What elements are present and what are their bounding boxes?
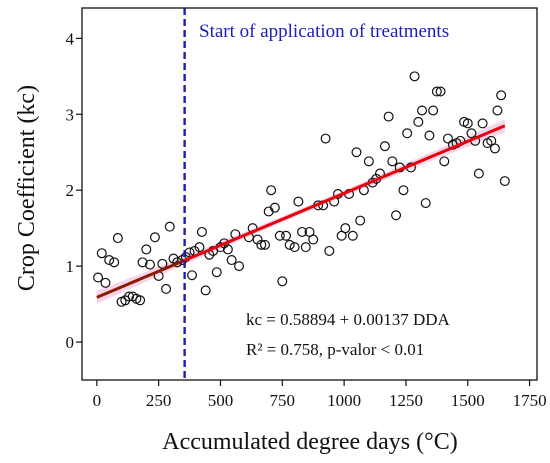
x-tick-label: 750 xyxy=(270,391,296,410)
data-point xyxy=(135,295,146,306)
data-points-layer xyxy=(93,71,510,307)
regression-stats: R² = 0.758, p-valor < 0.01 xyxy=(246,340,424,359)
data-point xyxy=(269,202,280,213)
data-point xyxy=(413,116,424,127)
data-point xyxy=(104,255,115,266)
y-tick-label: 3 xyxy=(66,105,75,124)
data-point xyxy=(320,133,331,144)
data-point xyxy=(420,198,431,209)
data-point xyxy=(409,71,420,82)
data-point xyxy=(387,156,398,167)
regression-equation: kc = 0.58894 + 0.00137 DDA xyxy=(246,310,451,329)
data-point xyxy=(297,226,308,237)
data-point xyxy=(194,242,205,253)
y-tick-label: 0 xyxy=(66,333,75,352)
data-point xyxy=(266,185,277,196)
data-point xyxy=(112,233,123,244)
treatment-label: Start of application of treatments xyxy=(199,21,449,42)
data-point xyxy=(324,245,335,256)
data-point xyxy=(259,239,270,250)
data-point xyxy=(149,232,160,243)
data-point xyxy=(196,226,207,237)
x-tick-label: 250 xyxy=(146,391,172,410)
data-point xyxy=(277,276,288,287)
data-point xyxy=(234,261,245,272)
x-axis-title: Accumulated degree days (°C) xyxy=(162,429,457,455)
regression-line-pre-treatment xyxy=(96,259,186,299)
data-point xyxy=(473,168,484,179)
data-point xyxy=(141,244,152,255)
x-tick-label: 1000 xyxy=(327,391,361,410)
x-tick-label: 1250 xyxy=(389,391,423,410)
data-point xyxy=(402,128,413,139)
data-point xyxy=(492,105,503,116)
data-point xyxy=(347,230,358,241)
data-point xyxy=(383,111,394,122)
data-point xyxy=(289,242,300,253)
x-tick-label: 0 xyxy=(93,391,102,410)
data-point xyxy=(355,215,366,226)
data-point xyxy=(252,234,263,245)
data-point xyxy=(211,267,222,278)
y-tick-label: 1 xyxy=(66,257,75,276)
data-point xyxy=(417,105,428,116)
data-point xyxy=(164,221,175,232)
data-point xyxy=(379,141,390,152)
regression-line-layer xyxy=(96,124,506,299)
data-point xyxy=(96,248,107,259)
data-point xyxy=(300,242,311,253)
y-tick-label: 2 xyxy=(66,181,75,200)
data-point xyxy=(428,105,439,116)
data-point xyxy=(308,234,319,245)
data-point xyxy=(100,277,111,288)
data-point xyxy=(161,283,172,294)
data-point xyxy=(222,244,233,255)
data-point xyxy=(391,210,402,221)
data-point xyxy=(137,257,148,268)
data-point xyxy=(351,147,362,158)
data-point xyxy=(363,156,374,167)
data-point xyxy=(93,272,104,283)
plot-frame xyxy=(81,7,538,381)
data-point xyxy=(284,239,295,250)
data-point xyxy=(424,130,435,141)
data-point xyxy=(499,176,510,187)
data-point xyxy=(435,86,446,97)
y-axis-ticks: 0 1 2 3 4 xyxy=(66,29,82,352)
y-axis-title: Crop Coefficient (kc) xyxy=(14,85,40,291)
data-point xyxy=(477,118,488,129)
data-point xyxy=(226,255,237,266)
data-point xyxy=(293,196,304,207)
x-tick-label: 500 xyxy=(208,391,234,410)
data-point xyxy=(187,270,198,281)
data-point xyxy=(340,223,351,234)
data-point xyxy=(489,143,500,154)
data-point xyxy=(123,291,134,302)
data-point xyxy=(145,259,156,270)
data-point xyxy=(462,118,473,129)
data-point xyxy=(200,285,211,296)
data-point xyxy=(442,133,453,144)
data-point xyxy=(109,257,120,268)
x-tick-label: 1500 xyxy=(451,391,485,410)
data-point xyxy=(274,230,285,241)
regression-line-post-treatment xyxy=(184,124,506,262)
y-tick-label: 4 xyxy=(66,29,75,48)
x-tick-label: 1750 xyxy=(513,391,547,410)
data-point xyxy=(439,156,450,167)
data-point xyxy=(256,239,267,250)
data-point xyxy=(398,185,409,196)
data-point xyxy=(431,86,442,97)
data-point xyxy=(496,90,507,101)
data-point xyxy=(281,230,292,241)
x-axis-ticks: 0 250 500 750 1000 1250 1500 1750 xyxy=(93,380,547,410)
